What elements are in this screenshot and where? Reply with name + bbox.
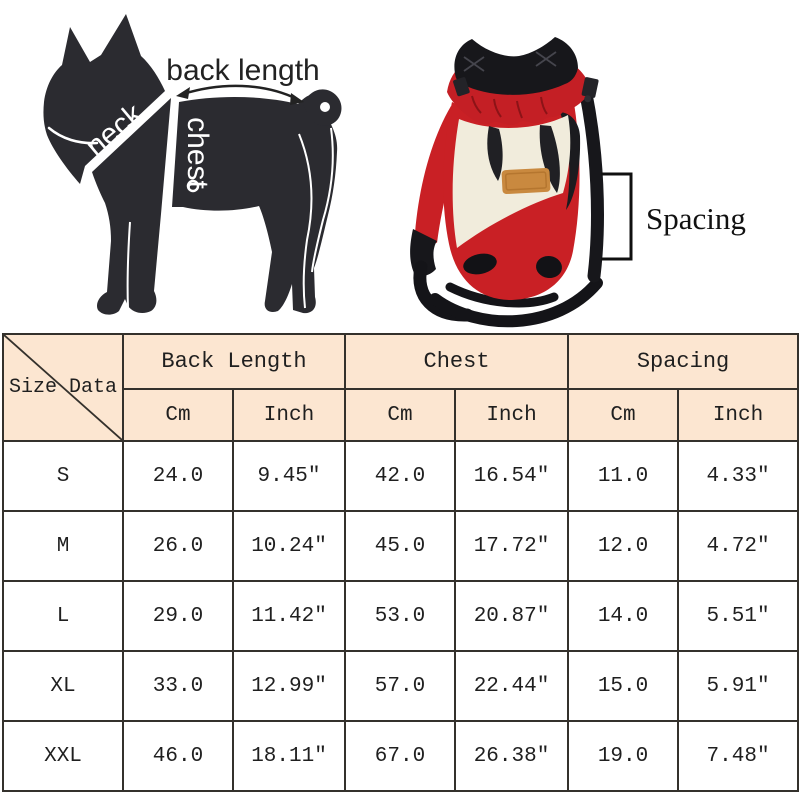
dog-measurement-diagram: back length neck chest [43,14,342,315]
size-cell: L [2,580,124,652]
left-buckle [453,77,470,97]
unit-header: Inch [454,388,570,442]
table-cell: 57.0 [344,650,457,722]
table-cell: 26.0 [122,510,234,582]
size-cell: XXL [2,720,124,792]
backpack-product-photo [410,37,604,328]
table-cell: 18.11″ [231,720,347,792]
back-length-label: back length [166,54,319,87]
table-cell: 46.0 [122,720,234,792]
backpack-bottom-strap-loop [429,277,603,328]
table-cell: 14.0 [567,580,680,652]
size-cell: XL [2,650,124,722]
leather-label-patch [501,167,551,195]
back-length-arrow [176,84,304,105]
table-cell: 53.0 [344,580,457,652]
backpack-bottom-strap-inner [445,282,559,308]
table-cell: 11.42″ [231,580,347,652]
table-cell: 17.72″ [454,510,570,582]
table-cell: 9.45″ [231,440,347,512]
backpack-top-flap [454,37,578,95]
chest-label: chest [181,117,214,189]
unit-header: Cm [567,388,680,442]
group-header-back-length: Back Length [121,333,347,390]
table-cell: 7.48″ [677,720,800,792]
backpack-right-strap [579,87,604,283]
table-row-m: M 26.0 10.24″ 45.0 17.72″ 12.0 4.72″ [2,510,800,582]
flap-stitching [463,51,557,72]
table-cell: 15.0 [567,650,680,722]
group-header-spacing: Spacing [567,333,800,390]
table-row-xl: XL 33.0 12.99″ 57.0 22.44″ 15.0 5.91″ [2,650,800,722]
unit-header: Inch [677,388,800,442]
table-cell: 67.0 [344,720,457,792]
unit-header: Cm [122,388,234,442]
table-cell: 12.99″ [231,650,347,722]
table-cell: 4.72″ [677,510,800,582]
unit-header: Cm [344,388,457,442]
table-cell: 4.33″ [677,440,800,512]
table-cell: 42.0 [344,440,457,512]
size-table: Size Data Back Length Chest Spacing Cm I… [2,333,800,792]
table-cell: 29.0 [122,580,234,652]
dog-rump-highlight [311,127,334,273]
dog-tail-curl-notch [320,102,330,112]
spacing-label: Spacing [646,201,746,236]
right-buckle [581,77,599,103]
size-cell: S [2,440,124,512]
table-cell: 19.0 [567,720,680,792]
unit-header: Inch [231,388,347,442]
spacing-bracket [601,172,633,261]
size-cell: M [2,510,124,582]
corner-diagonal-line [4,335,122,440]
figure-section: back length neck chest [0,0,800,333]
group-header-chest: Chest [344,333,570,390]
table-cell: 20.87″ [454,580,570,652]
backpack-panel-shadow-left [487,126,503,181]
table-cell: 45.0 [344,510,457,582]
dog-front-legs-shape [92,98,171,315]
table-cell: 26.38″ [454,720,570,792]
backpack-panel-shadow-right [539,125,560,193]
dog-body-shape [172,94,338,314]
harness-ring [186,179,200,193]
dog-hind-leg-highlight [298,133,313,309]
table-cell: 16.54″ [454,440,570,512]
table-cell: 5.91″ [677,650,800,722]
table-row-s: S 24.0 9.45″ 42.0 16.54″ 11.0 4.33″ [2,440,800,512]
table-cell: 12.0 [567,510,680,582]
table-cell: 10.24″ [231,510,347,582]
leg-hole-left [463,253,497,275]
table-cell: 33.0 [122,650,234,722]
corner-label: Size Data [8,376,118,399]
table-cell: 22.44″ [454,650,570,722]
corner-cell: Size Data [2,333,124,442]
backpack-side-gusset [560,112,581,210]
dog-front-leg-separator [126,221,131,309]
table-row-l: L 29.0 11.42″ 53.0 20.87″ 14.0 5.51″ [2,580,800,652]
collar-ruffle-lines [471,95,548,119]
table-cell: 11.0 [567,440,680,512]
leg-hole-right [536,255,562,279]
table-cell: 5.51″ [677,580,800,652]
table-cell: 24.0 [122,440,234,512]
figure-svg: back length neck chest [43,14,746,328]
table-row-xxl: XXL 46.0 18.11″ 67.0 26.38″ 19.0 7.48″ [2,720,800,792]
dog-jaw-line [47,126,99,145]
